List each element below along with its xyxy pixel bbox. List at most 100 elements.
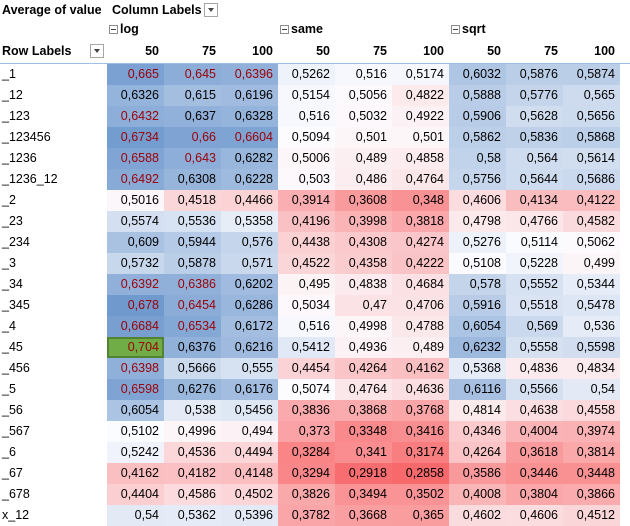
value-cell[interactable]: 0,6116 <box>449 379 506 400</box>
value-cell[interactable]: 0,4602 <box>449 505 506 526</box>
value-cell[interactable]: 0,4586 <box>164 484 221 505</box>
value-cell[interactable]: 0,4788 <box>392 316 449 337</box>
value-cell[interactable]: 0,4558 <box>563 400 620 421</box>
value-cell[interactable]: 0,4764 <box>335 379 392 400</box>
value-cell[interactable]: 0,4494 <box>221 442 278 463</box>
value-cell[interactable]: 0,4404 <box>107 484 164 505</box>
value-cell[interactable]: 0,571 <box>221 253 278 274</box>
row-label[interactable]: x_12 <box>2 508 30 522</box>
row-label[interactable]: _234 <box>2 235 30 249</box>
value-cell[interactable]: 0,489 <box>335 148 392 169</box>
value-cell[interactable]: 0,5456 <box>221 400 278 421</box>
value-cell[interactable]: 0,4182 <box>164 463 221 484</box>
value-cell[interactable]: 0,4264 <box>335 358 392 379</box>
value-cell[interactable]: 0,4636 <box>392 379 449 400</box>
value-cell[interactable]: 0,3818 <box>392 211 449 232</box>
value-cell[interactable]: 0,516 <box>335 64 392 85</box>
value-cell[interactable]: 0,6216 <box>221 337 278 358</box>
value-cell[interactable]: 0,486 <box>335 169 392 190</box>
value-cell[interactable]: 0,5412 <box>278 337 335 358</box>
value-cell[interactable]: 0,569 <box>506 316 563 337</box>
value-cell[interactable]: 0,6228 <box>221 169 278 190</box>
value-cell[interactable]: 0,5094 <box>278 127 335 148</box>
value-cell[interactable]: 0,4512 <box>563 505 620 526</box>
value-cell[interactable]: 0,54 <box>563 379 620 400</box>
column-labels-filter-dropdown[interactable] <box>204 3 218 17</box>
collapse-toggle-icon[interactable] <box>451 25 460 34</box>
value-cell[interactable]: 0,3416 <box>392 421 449 442</box>
value-cell[interactable]: 0,5518 <box>506 295 563 316</box>
value-cell[interactable]: 0,6492 <box>107 169 164 190</box>
value-cell[interactable]: 0,4274 <box>392 232 449 253</box>
value-cell[interactable]: 0,3974 <box>563 421 620 442</box>
value-cell[interactable]: 0,4122 <box>563 190 620 211</box>
value-cell[interactable]: 0,373 <box>278 421 335 442</box>
value-cell[interactable]: 0,5262 <box>278 64 335 85</box>
value-cell[interactable]: 0,4308 <box>335 232 392 253</box>
value-cell[interactable]: 0,576 <box>221 232 278 253</box>
value-cell[interactable]: 0,5358 <box>221 211 278 232</box>
row-label[interactable]: _45 <box>2 340 23 354</box>
value-cell[interactable]: 0,4454 <box>278 358 335 379</box>
value-cell[interactable]: 0,3586 <box>449 463 506 484</box>
row-label[interactable]: _5 <box>2 382 16 396</box>
value-cell[interactable]: 0,4998 <box>335 316 392 337</box>
value-cell[interactable]: 0,4638 <box>506 400 563 421</box>
value-cell[interactable]: 0,3608 <box>335 190 392 211</box>
row-label[interactable]: _4 <box>2 319 16 333</box>
value-cell[interactable]: 0,536 <box>563 316 620 337</box>
value-cell[interactable]: 0,6176 <box>221 379 278 400</box>
value-cell[interactable]: 0,5916 <box>449 295 506 316</box>
value-cell[interactable]: 0,489 <box>392 337 449 358</box>
value-cell[interactable]: 0,58 <box>449 148 506 169</box>
value-cell[interactable]: 0,6598 <box>107 379 164 400</box>
collapse-toggle-icon[interactable] <box>280 25 289 34</box>
value-cell[interactable]: 0,3768 <box>392 400 449 421</box>
value-cell[interactable]: 0,516 <box>278 316 335 337</box>
row-label[interactable]: _23 <box>2 214 23 228</box>
value-cell[interactable]: 0,5552 <box>506 274 563 295</box>
value-cell[interactable]: 0,678 <box>107 295 164 316</box>
value-cell[interactable]: 0,5756 <box>449 169 506 190</box>
value-cell[interactable]: 0,4438 <box>278 232 335 253</box>
selected-value-cell[interactable]: 0,704 <box>107 337 164 358</box>
value-cell[interactable]: 0,5536 <box>164 211 221 232</box>
row-label[interactable]: _567 <box>2 424 30 438</box>
value-cell[interactable]: 0,3294 <box>278 463 335 484</box>
value-cell[interactable]: 0,516 <box>278 106 335 127</box>
value-cell[interactable]: 0,4582 <box>563 211 620 232</box>
value-cell[interactable]: 0,4922 <box>392 106 449 127</box>
value-cell[interactable]: 0,6588 <box>107 148 164 169</box>
value-cell[interactable]: 0,5032 <box>335 106 392 127</box>
value-cell[interactable]: 0,5344 <box>563 274 620 295</box>
value-cell[interactable]: 0,615 <box>164 85 221 106</box>
value-cell[interactable]: 0,4838 <box>335 274 392 295</box>
value-cell[interactable]: 0,3668 <box>335 505 392 526</box>
value-cell[interactable]: 0,5862 <box>449 127 506 148</box>
value-cell[interactable]: 0,6392 <box>107 274 164 295</box>
value-cell[interactable]: 0,3836 <box>278 400 335 421</box>
value-cell[interactable]: 0,5666 <box>164 358 221 379</box>
value-cell[interactable]: 0,4466 <box>221 190 278 211</box>
value-cell[interactable]: 0,5944 <box>164 232 221 253</box>
value-cell[interactable]: 0,6386 <box>164 274 221 295</box>
value-cell[interactable]: 0,503 <box>278 169 335 190</box>
value-cell[interactable]: 0,578 <box>449 274 506 295</box>
value-cell[interactable]: 0,2918 <box>335 463 392 484</box>
value-cell[interactable]: 0,5062 <box>563 232 620 253</box>
value-cell[interactable]: 0,494 <box>221 421 278 442</box>
value-cell[interactable]: 0,501 <box>335 127 392 148</box>
value-cell[interactable]: 0,5006 <box>278 148 335 169</box>
value-cell[interactable]: 0,4606 <box>506 505 563 526</box>
value-cell[interactable]: 0,4936 <box>335 337 392 358</box>
value-cell[interactable]: 0,645 <box>164 64 221 85</box>
value-cell[interactable]: 0,499 <box>563 253 620 274</box>
value-cell[interactable]: 0,5242 <box>107 442 164 463</box>
value-cell[interactable]: 0,6054 <box>449 316 506 337</box>
value-cell[interactable]: 0,6172 <box>221 316 278 337</box>
value-cell[interactable]: 0,6196 <box>221 85 278 106</box>
value-cell[interactable]: 0,3868 <box>335 400 392 421</box>
value-cell[interactable]: 0,5644 <box>506 169 563 190</box>
value-cell[interactable]: 0,3914 <box>278 190 335 211</box>
value-cell[interactable]: 0,4162 <box>392 358 449 379</box>
